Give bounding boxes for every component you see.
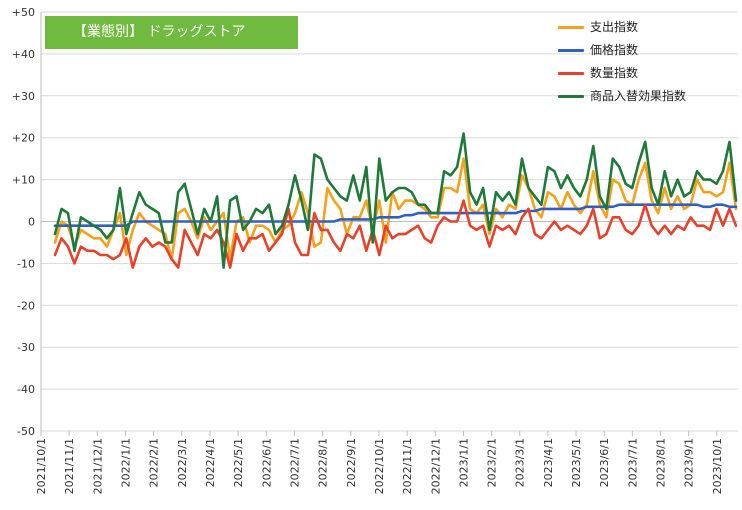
legend-label-price: 価格指数 [590,43,639,57]
x-tick-label: 2022/4/1 [204,438,217,487]
x-axis-ticks: 2021/10/1 2021/11/1 2021/12/1 2022/1/1 2022/… [35,431,724,494]
x-tick-label: 2022/2/1 [148,438,161,487]
series-lines [53,132,738,269]
x-tick-label: 2022/11/1 [401,438,414,494]
legend-swatch-replacement [558,95,584,98]
x-tick-label: 2023/9/1 [683,438,696,487]
x-tick-label: 2023/7/1 [626,438,639,487]
legend-swatch-quantity [558,72,584,75]
legend-item-spending: 支出指数 [558,18,686,41]
legend-item-replacement: 商品入替効果指数 [558,87,686,110]
legend-label-replacement: 商品入替効果指数 [590,89,687,103]
legend-swatch-spending [558,26,584,29]
x-tick-label: 2022/5/1 [232,438,245,487]
x-tick-label: 2022/8/1 [317,438,330,487]
y-tick-label: -40 [17,383,35,396]
x-tick-label: 2023/6/1 [598,438,611,487]
y-tick-label: +10 [12,174,35,187]
x-tick-label: 2022/6/1 [260,438,273,487]
x-tick-label: 2023/10/1 [711,438,724,494]
y-tick-label: +30 [12,90,35,103]
x-tick-label: 2023/2/1 [486,438,499,487]
y-tick-label: -20 [17,299,35,312]
x-tick-label: 2023/8/1 [655,438,668,487]
legend-item-quantity: 数量指数 [558,64,686,87]
x-tick-label: 2022/7/1 [288,438,301,487]
x-tick-label: 2022/12/1 [429,438,442,494]
x-tick-label: 2022/3/1 [176,438,189,487]
x-tick-label: 2022/9/1 [345,438,358,487]
legend-swatch-price [558,49,584,52]
series-line-4 [53,132,738,269]
x-tick-label: 2021/11/1 [63,438,76,494]
x-tick-label: 2022/1/1 [119,438,132,487]
x-tick-label: 2021/12/1 [91,438,104,494]
x-tick-label: 2022/10/1 [373,438,386,494]
y-tick-label: +40 [12,48,35,61]
y-tick-label: -30 [17,341,35,354]
x-tick-label: 2023/1/1 [457,438,470,487]
y-tick-label: 0 [28,216,35,229]
x-tick-label: 2021/10/1 [35,438,48,494]
y-tick-label: +50 [12,6,35,19]
x-tick-label: 2023/4/1 [542,438,555,487]
legend-label-spending: 支出指数 [590,20,639,34]
legend: 支出指数 価格指数 数量指数 商品入替効果指数 [558,18,686,110]
series-line-1 [53,157,738,261]
x-tick-label: 2023/5/1 [570,438,583,487]
y-axis-ticks: +50 +40 +30 +20 +10 0 -10 -20 -30 -40 -50 [12,6,35,438]
chart-title: 【業態別】 ドラッグストア [45,16,298,49]
legend-label-quantity: 数量指数 [590,66,639,80]
x-tick-label: 2023/3/1 [514,438,527,487]
series-line-2 [53,203,738,227]
legend-item-price: 価格指数 [558,41,686,64]
series-line-3 [53,199,738,269]
y-tick-label: +20 [12,132,35,145]
y-tick-label: -10 [17,257,35,270]
y-tick-label: -50 [17,425,35,438]
